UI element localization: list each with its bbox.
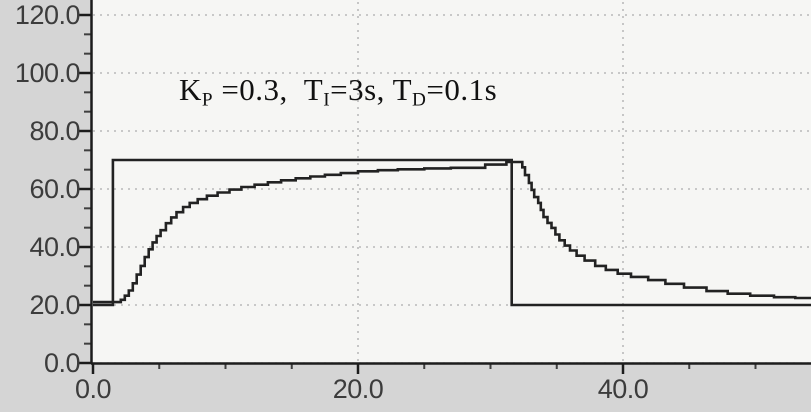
- y-tick-label: 40.0: [29, 232, 80, 262]
- y-tick-label: 20.0: [29, 290, 80, 320]
- setpoint-step-curve: [93, 158, 811, 307]
- x-tick-label: 0.0: [74, 374, 112, 404]
- y-tick-label: 100.0: [14, 58, 81, 88]
- annotation-td: T: [392, 72, 413, 107]
- plot-area: [91, 0, 811, 364]
- y-tick-label: 60.0: [29, 174, 80, 204]
- annotation-kp-subscript: P: [201, 89, 214, 111]
- y-tick-label: 80.0: [29, 116, 80, 146]
- annotation-ti: T: [303, 72, 324, 107]
- x-tick-label: 40.0: [597, 374, 649, 404]
- process-variable-curve: [93, 160, 811, 304]
- y-tick-label: 0.0: [43, 348, 81, 378]
- annotation-ti-value: =3s,: [330, 72, 393, 107]
- chart-annotation: KP =0.3, TI=3s, TD=0.1s: [146, 36, 497, 147]
- annotation-td-value: =0.1s: [426, 72, 498, 107]
- annotation-kp-value: =0.3,: [213, 72, 304, 107]
- annotation-ti-subscript: I: [323, 89, 331, 111]
- annotation-kp: K: [179, 72, 202, 107]
- annotation-td-subscript: D: [412, 89, 427, 111]
- x-tick-label: 20.0: [332, 374, 384, 404]
- y-tick-label: 120.0: [14, 0, 81, 30]
